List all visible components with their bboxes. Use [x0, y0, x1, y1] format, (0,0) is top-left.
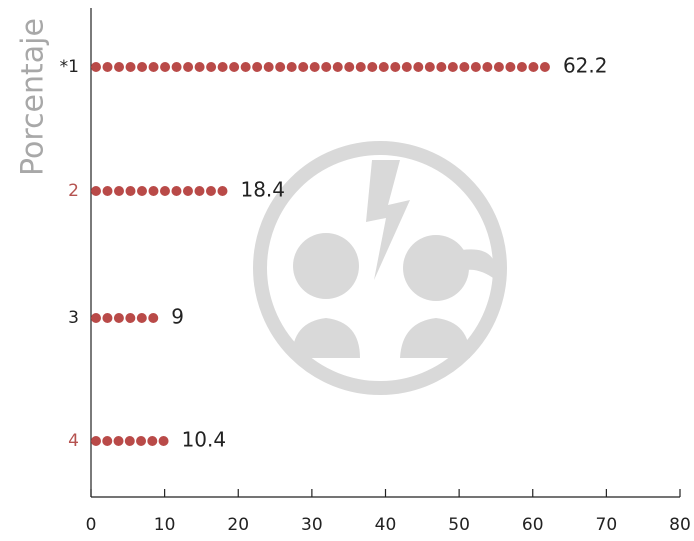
dot	[252, 62, 263, 72]
dot	[183, 62, 194, 72]
dot	[125, 186, 136, 196]
dot	[286, 62, 297, 72]
dot	[344, 62, 355, 72]
value-label: 62.2	[563, 54, 608, 78]
dot	[447, 62, 458, 72]
dot	[137, 62, 148, 72]
value-label: 18.4	[240, 178, 285, 202]
x-tick-label: 30	[301, 515, 323, 535]
x-tick-label: 0	[86, 515, 97, 535]
value-label: 9	[171, 305, 184, 329]
dot	[516, 62, 527, 72]
dot	[158, 436, 169, 446]
dot	[401, 62, 412, 72]
dot	[136, 436, 147, 446]
dot	[217, 186, 228, 196]
y-tick-label: 2	[68, 181, 79, 201]
dot-bar	[91, 62, 550, 72]
x-tick-label: 50	[448, 515, 470, 535]
dot	[470, 62, 481, 72]
dot	[91, 186, 101, 196]
dot	[148, 62, 159, 72]
dot	[136, 186, 147, 196]
dot	[160, 62, 171, 72]
dot-bar	[91, 313, 159, 323]
dot	[263, 62, 274, 72]
watermark	[253, 141, 507, 395]
dot	[136, 313, 147, 323]
dot	[459, 62, 470, 72]
dot	[147, 436, 158, 446]
dot	[205, 186, 216, 196]
dot	[436, 62, 447, 72]
dot	[148, 186, 159, 196]
value-label: 10.4	[182, 428, 227, 452]
y-tick-label: 4	[68, 431, 79, 451]
dot	[424, 62, 435, 72]
dot	[114, 62, 125, 72]
dot	[91, 313, 101, 323]
dot	[355, 62, 366, 72]
dot	[309, 62, 320, 72]
x-tick-label: 70	[596, 515, 618, 535]
dot	[182, 186, 193, 196]
x-tick-label: 60	[522, 515, 544, 535]
y-tick-label: *1	[60, 57, 79, 77]
y-tick-label: 3	[68, 308, 79, 328]
dot	[275, 62, 286, 72]
dot	[539, 62, 550, 72]
dot	[102, 313, 113, 323]
dot	[206, 62, 217, 72]
dot	[493, 62, 504, 72]
dot	[171, 186, 182, 196]
dot	[321, 62, 332, 72]
dot	[91, 62, 101, 72]
y-axis-title: Porcentaje	[16, 18, 51, 176]
dot	[91, 436, 101, 446]
dot	[102, 62, 113, 72]
dot	[298, 62, 309, 72]
dot	[125, 313, 136, 323]
dot	[194, 186, 205, 196]
dot	[229, 62, 240, 72]
x-tick-label: 80	[669, 515, 691, 535]
dot	[528, 62, 539, 72]
dot	[413, 62, 424, 72]
dot	[194, 62, 205, 72]
dot	[367, 62, 378, 72]
dot	[159, 186, 170, 196]
dot	[125, 62, 136, 72]
dot	[102, 186, 113, 196]
dot	[217, 62, 228, 72]
dot	[390, 62, 401, 72]
dot	[113, 186, 124, 196]
dot	[113, 436, 124, 446]
dot	[171, 62, 182, 72]
x-tick-label: 10	[154, 515, 176, 535]
dot	[102, 436, 113, 446]
dot	[505, 62, 516, 72]
dot	[332, 62, 343, 72]
dot-bar	[91, 436, 169, 446]
dot	[482, 62, 493, 72]
dot	[113, 313, 124, 323]
dot	[240, 62, 251, 72]
x-tick-label: 20	[227, 515, 249, 535]
dot	[124, 436, 135, 446]
x-tick-label: 40	[375, 515, 397, 535]
dot	[148, 313, 159, 323]
dot	[378, 62, 389, 72]
dot-bar	[91, 186, 228, 196]
